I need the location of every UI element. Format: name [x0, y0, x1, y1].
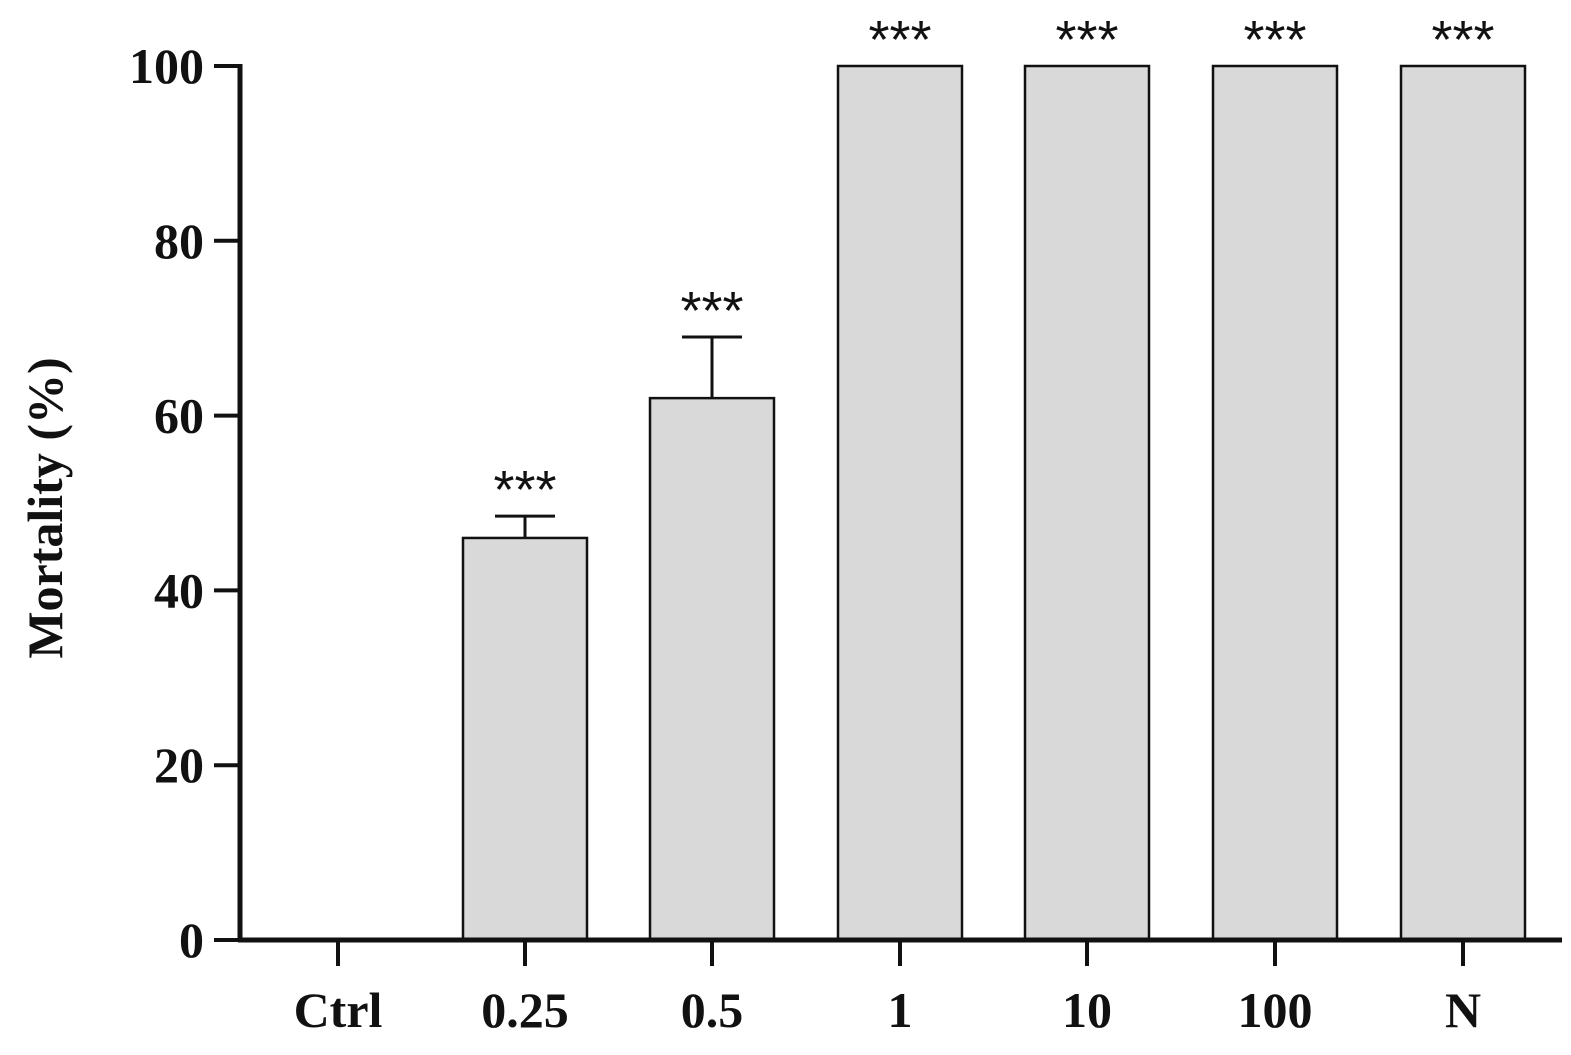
x-axis-ticks: Ctrl 0.25 0.5 1 10 100 N [294, 940, 1481, 1038]
significance-label: *** [868, 10, 931, 70]
y-tick-label: 40 [154, 562, 204, 618]
y-tick-label: 0 [179, 912, 204, 968]
y-axis-ticks: 0 20 40 60 80 100 [129, 38, 240, 968]
significance-label: *** [493, 460, 556, 520]
y-tick-label: 60 [154, 388, 204, 444]
significance-label: *** [680, 281, 743, 341]
significance-label: *** [1431, 10, 1494, 70]
x-tick-label: 100 [1238, 982, 1313, 1038]
bar-0.25 [461, 536, 589, 942]
x-tick-label: 0.25 [481, 982, 569, 1038]
bar-0.5 [648, 396, 776, 942]
x-tick-label: N [1445, 982, 1481, 1038]
y-tick-label: 20 [154, 737, 204, 793]
x-tick-label: 0.5 [681, 982, 744, 1038]
significance-label: *** [1243, 10, 1306, 70]
bar-N [1399, 64, 1527, 942]
significance-label: *** [1055, 10, 1118, 70]
x-tick-label: 10 [1062, 982, 1112, 1038]
bar-1 [836, 64, 964, 942]
x-tick-label: Ctrl [294, 982, 383, 1038]
x-tick-label: 1 [888, 982, 913, 1038]
y-tick-label: 80 [154, 213, 204, 269]
y-tick-label: 100 [129, 38, 204, 94]
y-axis-label: Mortality (%) [17, 357, 73, 658]
bar-100 [1211, 64, 1339, 942]
bars-group: *** *** *** *** *** *** [461, 10, 1527, 942]
bar-10 [1023, 64, 1151, 942]
